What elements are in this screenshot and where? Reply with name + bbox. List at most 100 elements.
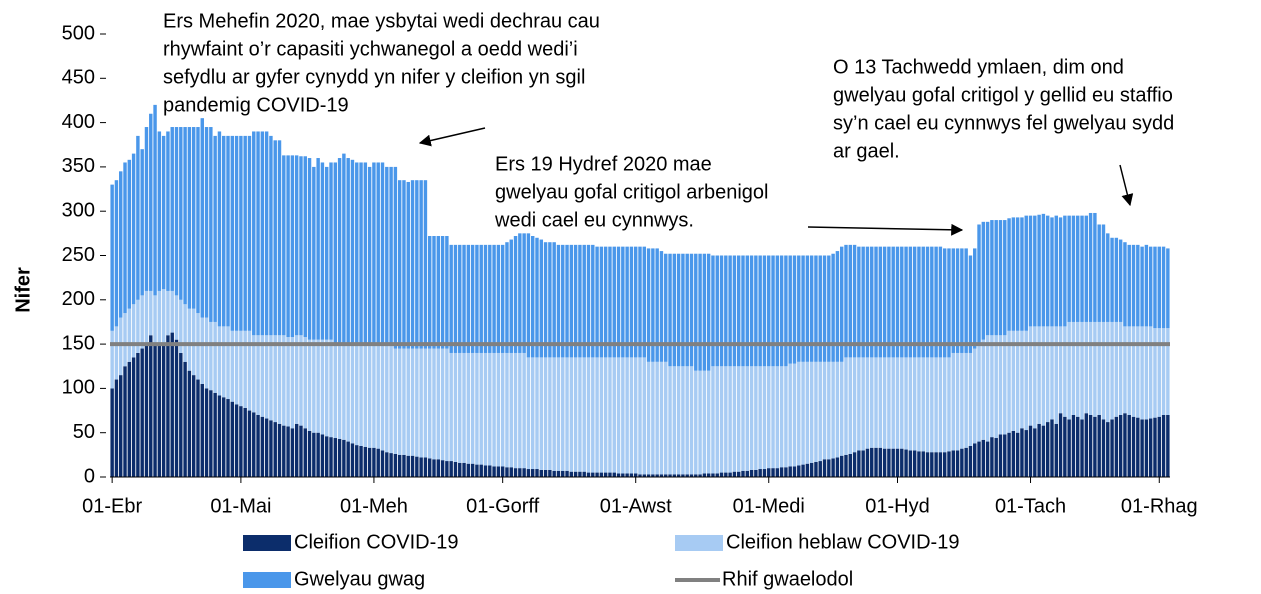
bar-segment [749, 469, 754, 477]
bar-segment [269, 420, 273, 477]
bar-segment [114, 326, 119, 380]
bar-segment [681, 253, 685, 367]
bar-segment [1037, 423, 1041, 477]
bar-segment [561, 357, 565, 471]
bar-segment [762, 366, 767, 470]
bar-segment [681, 474, 685, 477]
bar-segment [1148, 326, 1153, 419]
bar-segment [638, 357, 642, 475]
bar-segment [307, 158, 312, 340]
bar-segment [621, 357, 625, 474]
bar-segment [222, 326, 226, 398]
bar-segment [402, 348, 406, 455]
bar-segment [449, 461, 453, 477]
bar-segment [1058, 326, 1063, 414]
bar-segment [1007, 330, 1011, 433]
bar-segment [561, 470, 565, 477]
bar-segment [814, 461, 818, 477]
bar-segment [548, 357, 552, 470]
bar-segment [483, 244, 488, 353]
bar-segment [835, 251, 840, 362]
bar-segment [1020, 217, 1024, 331]
bar-segment [767, 255, 771, 367]
bar-segment [839, 361, 844, 456]
bar-segment [355, 344, 359, 446]
bar-segment [839, 455, 844, 477]
bar-segment [1166, 328, 1170, 415]
bar-segment [676, 253, 681, 367]
bar-segment [376, 162, 380, 345]
bar-segment [131, 153, 136, 305]
bar-segment [1050, 326, 1054, 420]
y-tick-label: 400 [62, 111, 95, 133]
bar-segment [363, 344, 368, 447]
bar-segment [711, 255, 715, 367]
bar-segment [552, 470, 556, 477]
bar-segment [282, 425, 286, 477]
x-tick-label: 01-Rhag [1121, 495, 1198, 517]
bar-segment [715, 255, 719, 367]
bar-segment [912, 357, 917, 451]
bar-segment [140, 149, 144, 296]
bar-segment [1166, 248, 1170, 329]
bar-segment [1007, 432, 1011, 477]
bar-segment [264, 418, 269, 477]
bar-segment [1123, 242, 1127, 327]
bar-segment [161, 289, 166, 345]
bar-segment [861, 450, 865, 477]
bar-segment [432, 348, 436, 460]
bar-segment [277, 140, 282, 336]
bar-segment [831, 458, 835, 477]
y-tick-label: 250 [62, 244, 95, 266]
bar-segment [642, 474, 647, 477]
bar-segment [1003, 220, 1007, 336]
bar-segment [1050, 217, 1054, 327]
bar-segment [668, 253, 672, 367]
bar-segment [951, 248, 955, 353]
bar-segment [423, 348, 428, 458]
bar-segment [754, 366, 758, 470]
bar-segment [672, 366, 677, 475]
bar-segment [1101, 321, 1106, 420]
bar-segment [123, 366, 127, 477]
bar-segment [900, 357, 904, 449]
bar-segment [333, 344, 338, 439]
bar-segment [445, 461, 449, 477]
bar-segment [758, 366, 762, 470]
bar-segment [595, 472, 599, 477]
bar-segment [736, 471, 741, 477]
bar-segment [500, 352, 505, 467]
bar-segment [1011, 217, 1016, 331]
bar-segment [415, 456, 419, 477]
bar-segment [1033, 326, 1037, 429]
bar-segment [462, 462, 466, 477]
bar-segment [428, 236, 432, 349]
bar-segment [367, 166, 372, 345]
bar-segment [908, 246, 913, 358]
bar-segment [1118, 321, 1123, 415]
bar-segment [230, 330, 235, 402]
arrow [1119, 164, 1134, 207]
bar-segment [586, 244, 591, 358]
bar-segment [329, 339, 333, 438]
bar-segment [428, 458, 432, 477]
bar-segment [595, 357, 599, 473]
bar-segment [505, 467, 509, 477]
bar-segment [1140, 419, 1144, 477]
bar-segment [964, 352, 968, 448]
bar-segment [269, 335, 273, 421]
bar-segment [784, 366, 788, 468]
bar-segment [1157, 328, 1161, 417]
bar-segment [724, 472, 728, 477]
bar-segment [960, 448, 964, 477]
bar-segment [724, 255, 728, 367]
bar-segment [179, 352, 183, 477]
bar-segment [496, 466, 501, 477]
bar-segment [994, 335, 998, 439]
annotation: sefydlu ar gyfer cynydd yn nifer y cleif… [163, 66, 585, 88]
bar-segment [917, 357, 921, 452]
bar-segment [942, 357, 947, 453]
bar-segment [226, 135, 230, 327]
bar-segment [213, 135, 217, 322]
bar-segment [1157, 246, 1161, 329]
